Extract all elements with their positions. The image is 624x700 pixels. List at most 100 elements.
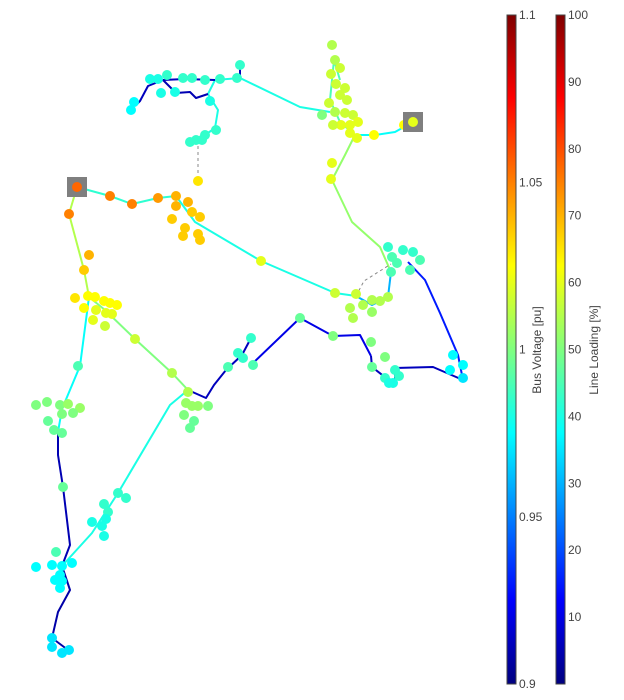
- colorbar-voltage-tick-3: 1.05: [519, 175, 543, 189]
- bus-61: [193, 401, 203, 411]
- bus-128: [345, 128, 355, 138]
- bus-47: [445, 365, 455, 375]
- bus-99: [31, 562, 41, 572]
- bus-20: [330, 288, 340, 298]
- bus-54: [223, 362, 233, 372]
- bus-96: [97, 521, 107, 531]
- bus-135: [232, 73, 242, 83]
- bus-22: [345, 303, 355, 313]
- bus-97: [99, 531, 109, 541]
- bus-3: [127, 199, 137, 209]
- bus-16: [195, 235, 205, 245]
- bus-146: [129, 97, 139, 107]
- colorbar-loading-bar: [555, 14, 566, 685]
- bus-23: [358, 300, 368, 310]
- line-layer: [51, 59, 464, 651]
- bus-91: [121, 493, 131, 503]
- bus-65: [203, 401, 213, 411]
- bus-67: [70, 293, 80, 303]
- colorbar-voltage: 0.9 0.95 1 1.05 1.1 Bus Voltage [pu]: [506, 8, 544, 691]
- colorbar-loading-tick-3: 40: [568, 409, 582, 423]
- bus-114: [326, 69, 336, 79]
- bus-21: [351, 289, 361, 299]
- bus-62: [179, 410, 189, 420]
- bus-143: [170, 87, 180, 97]
- bus-101: [57, 561, 67, 571]
- bus-28: [367, 307, 377, 317]
- bus-43: [386, 267, 396, 277]
- bus-35: [390, 365, 400, 375]
- bus-142: [153, 74, 163, 84]
- bus-25: [375, 296, 385, 306]
- bus-36: [384, 378, 394, 388]
- bus-18: [193, 176, 203, 186]
- line-5: [51, 565, 71, 651]
- bus-95: [87, 517, 97, 527]
- bus-145: [205, 96, 215, 106]
- line-1: [68, 186, 90, 298]
- ext-grid-bus-0: [72, 182, 82, 192]
- bus-73: [79, 303, 89, 313]
- colorbar-loading-title: Line Loading [%]: [587, 305, 601, 394]
- colorbar-voltage-bar: [506, 14, 517, 685]
- bus-31: [367, 362, 377, 372]
- bus-7: [84, 250, 94, 260]
- line-11: [175, 195, 357, 297]
- line-13: [331, 134, 392, 273]
- bus-117: [335, 90, 345, 100]
- bus-39: [408, 247, 418, 257]
- bus-113: [335, 63, 345, 73]
- bus-108: [47, 642, 57, 652]
- line-3: [57, 296, 90, 433]
- ext-grid-layer: [67, 112, 423, 197]
- bus-82: [63, 399, 73, 409]
- colorbar-voltage-title: Bus Voltage [pu]: [530, 306, 544, 393]
- bus-30: [380, 352, 390, 362]
- bus-137: [200, 75, 210, 85]
- bus-9: [171, 201, 181, 211]
- bus-139: [178, 73, 188, 83]
- ext-grid-bus-1: [408, 117, 418, 127]
- colorbar-loading-tick-9: 100: [568, 8, 588, 22]
- bus-19: [256, 256, 266, 266]
- bus-141: [145, 74, 155, 84]
- bus-98: [51, 547, 61, 557]
- bus-118: [324, 98, 334, 108]
- bus-44: [405, 265, 415, 275]
- bus-100: [47, 560, 57, 570]
- bus-41: [415, 255, 425, 265]
- bus-74: [91, 305, 101, 315]
- bus-8: [79, 265, 89, 275]
- bus-132: [327, 158, 337, 168]
- line-8: [250, 317, 372, 366]
- bus-89: [58, 482, 68, 492]
- bus-27: [348, 313, 358, 323]
- bus-79: [31, 400, 41, 410]
- bus-86: [43, 416, 53, 426]
- colorbar-voltage-tick-0: 0.9: [519, 677, 536, 691]
- bus-24: [367, 295, 377, 305]
- bus-6: [64, 209, 74, 219]
- bus-84: [57, 409, 67, 419]
- colorbar-loading-tick-6: 70: [568, 209, 582, 223]
- colorbar-loading: 10 20 30 40 50 60 70 80 90 100 Line Loading [%]: [555, 8, 601, 685]
- bus-85: [68, 408, 78, 418]
- line-7: [187, 337, 252, 399]
- bus-76: [107, 309, 117, 319]
- bus-49: [295, 313, 305, 323]
- line-4: [57, 432, 71, 567]
- colorbar-voltage-ticks: 0.9 0.95 1 1.05 1.1: [519, 8, 543, 691]
- bus-26: [383, 292, 393, 302]
- bus-4: [153, 193, 163, 203]
- bus-46: [458, 360, 468, 370]
- bus-29: [366, 337, 376, 347]
- bus-69: [90, 292, 100, 302]
- bus-81: [55, 400, 65, 410]
- bus-144: [156, 88, 166, 98]
- bus-126: [345, 120, 355, 130]
- bus-12: [195, 212, 205, 222]
- bus-111: [327, 40, 337, 50]
- bus-136: [215, 74, 225, 84]
- bus-134: [235, 60, 245, 70]
- colorbar-loading-tick-0: 10: [568, 610, 582, 624]
